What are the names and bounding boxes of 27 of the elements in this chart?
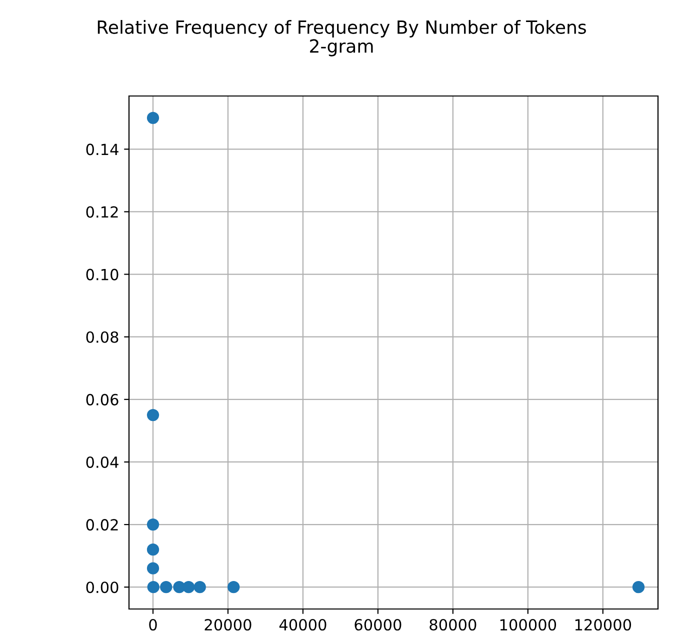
y-tick-label: 0.12 <box>86 206 118 218</box>
point <box>146 112 160 124</box>
x-tick-label: 80000 <box>430 618 476 631</box>
x-tick-label: 60000 <box>354 618 402 631</box>
point <box>632 581 645 594</box>
x-tick-label: 120000 <box>575 618 632 631</box>
point <box>146 562 160 574</box>
y-tick-label: 0.06 <box>86 394 118 406</box>
x-tick-label: 40000 <box>279 618 326 631</box>
point <box>146 543 160 556</box>
x-tick-label: 0 <box>149 618 157 631</box>
y-tick-label: 0.14 <box>86 144 118 156</box>
point <box>160 581 172 594</box>
point <box>146 518 160 531</box>
y-tick-label: 0.10 <box>86 268 118 280</box>
y-tick-label: 0.08 <box>86 331 118 343</box>
y-tick-label: 0.00 <box>86 582 118 594</box>
point <box>228 581 240 594</box>
y-tick-label: 0.04 <box>86 456 118 468</box>
point <box>182 581 195 594</box>
point <box>147 581 160 594</box>
point <box>146 408 160 422</box>
chart-title: Relative Frequency of Frequency By Number of Tokens 2-gram <box>98 20 586 56</box>
x-tick-label: 100000 <box>500 618 556 631</box>
point <box>194 581 206 594</box>
y-tick-label: 0.02 <box>86 519 118 531</box>
x-tick-label: 20000 <box>204 618 252 631</box>
